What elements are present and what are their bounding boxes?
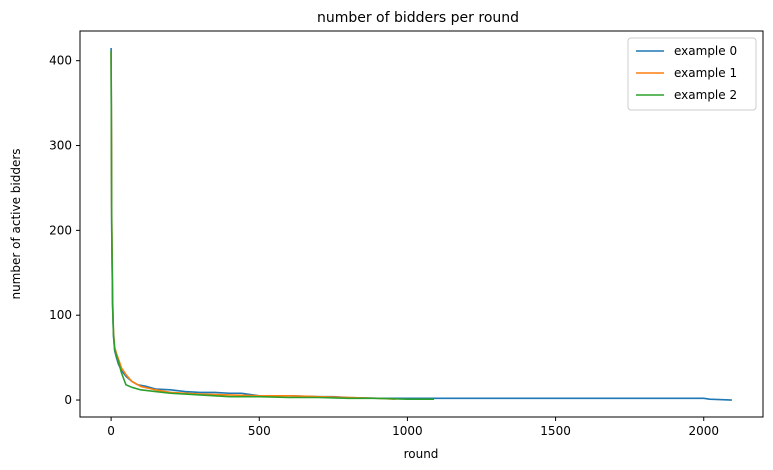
y-tick-label-1: 100 — [49, 308, 72, 322]
x-tick-label-1: 500 — [248, 424, 271, 438]
y-axis-label: number of active bidders — [9, 148, 23, 299]
plot-frame — [79, 30, 764, 418]
series-line-1 — [110, 52, 396, 400]
legend-label-2: example 2 — [674, 88, 737, 102]
axis-ticks: 0 500 1000 1500 2000 0 100 200 300 400 — [49, 54, 719, 438]
x-tick-label-4: 2000 — [688, 424, 719, 438]
y-tick-label-3: 300 — [49, 139, 72, 153]
chart-title: number of bidders per round — [317, 10, 519, 26]
y-tick-label-4: 400 — [49, 54, 72, 68]
legend-label-1: example 1 — [674, 66, 737, 80]
legend-box — [627, 37, 757, 111]
y-tick-label-0: 0 — [64, 393, 72, 407]
x-axis-label: round — [404, 447, 439, 461]
x-tick-label-2: 1000 — [392, 424, 423, 438]
legend: example 0 example 1 example 2 — [627, 37, 757, 111]
x-tick-label-3: 1500 — [540, 424, 571, 438]
plot-area — [110, 47, 732, 401]
series-line-2 — [110, 50, 435, 400]
legend-label-0: example 0 — [674, 44, 737, 58]
y-tick-label-2: 200 — [49, 223, 72, 237]
x-tick-label-0: 0 — [107, 424, 115, 438]
